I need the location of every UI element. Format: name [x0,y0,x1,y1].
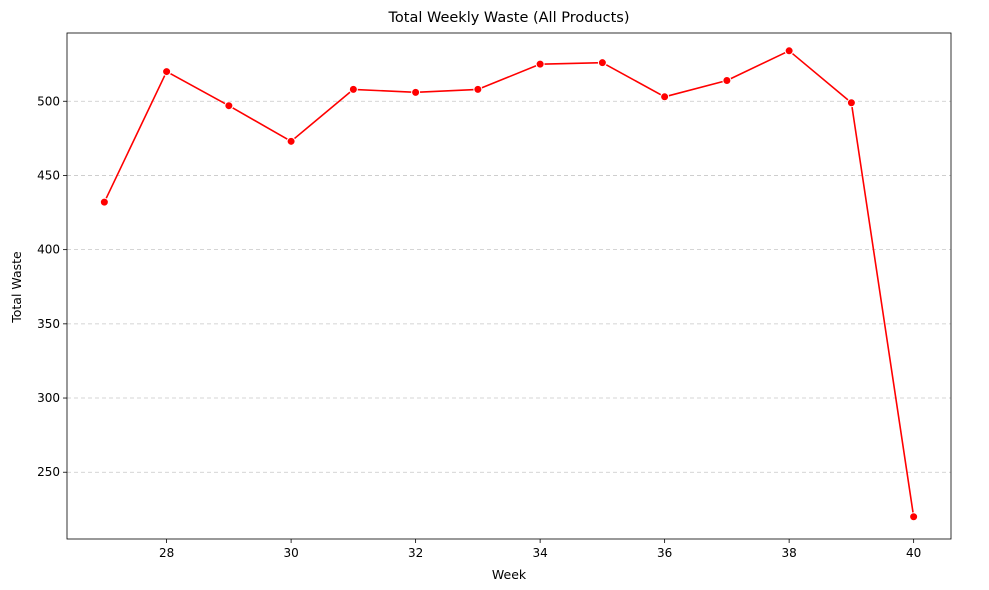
x-tick-label: 32 [408,546,423,560]
y-tick-label: 300 [37,391,60,405]
data-point [597,58,607,68]
data-point [660,92,670,102]
x-tick-label: 38 [782,546,797,560]
x-tick-label: 34 [532,546,547,560]
series-line [103,50,915,517]
data-point [722,75,732,85]
data-point [162,67,172,77]
y-tick-label: 450 [37,168,60,182]
data-point [535,59,545,69]
y-tick-label: 250 [37,465,60,479]
data-point [99,197,109,207]
data-point [909,512,919,522]
data-point [286,136,296,146]
data-point [784,46,794,56]
data-point [224,101,234,111]
y-axis-ticks: 250 300 350 400 450 500 [37,94,67,479]
y-tick-label: 500 [37,94,60,108]
x-tick-label: 28 [159,546,174,560]
data-point [348,84,358,94]
x-axis-ticks: 28 30 32 34 36 38 40 [159,539,921,560]
y-axis-label: Total Waste [9,251,24,324]
series-layer [99,46,919,522]
x-tick-label: 36 [657,546,672,560]
plot-frame [66,32,952,540]
x-axis-label: Week [492,567,527,582]
chart-title: Total Weekly Waste (All Products) [388,10,630,26]
grid-lines [67,100,951,473]
data-point [846,98,856,108]
y-tick-label: 400 [37,243,60,257]
x-tick-label: 40 [906,546,921,560]
data-point [473,84,483,94]
data-point [411,87,421,97]
y-tick-label: 350 [37,317,60,331]
x-tick-label: 30 [283,546,298,560]
